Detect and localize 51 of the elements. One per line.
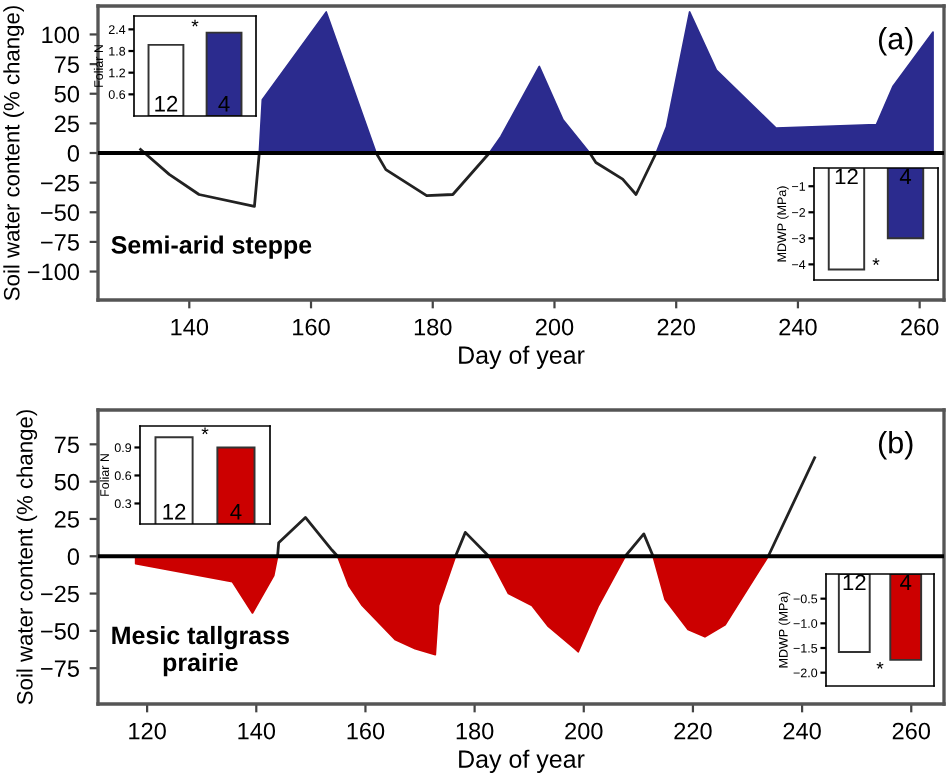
annotation: Mesic tallgrass prairie [112,625,289,677]
y-tick-label: −75 [41,660,79,677]
y-tick-label: −25 [41,174,79,192]
y-tick-label: 25 [54,511,79,528]
y-tick-label: 50 [54,85,80,103]
y-tick-label: 50 [54,473,80,491]
x-tick-label: 200 [565,722,603,740]
x-tick-label: 180 [414,318,452,336]
x-tick-label: 4 [218,96,230,112]
x-tick-label: 200 [535,318,574,336]
x-tick-label: 180 [456,722,494,740]
annotation: * [872,258,880,266]
y-tick-label: −75 [41,234,79,251]
y-tick-label: 25 [54,115,79,133]
y-tick-label: 100 [42,26,80,44]
x-tick-label: 4 [900,574,912,591]
annotation: (a) [878,27,913,56]
annotation: (b) [878,431,913,460]
x-tick-label: 260 [901,318,939,336]
x-tick-label: 4 [899,168,912,185]
x-tick-label: 220 [674,722,712,740]
y-axis-title: Soil water content (% change) [16,410,38,705]
y-axis-title: Soil water content (% change) [3,6,24,301]
x-tick-label: 160 [293,318,330,336]
x-tick-label: 4 [230,504,242,520]
annotation: Semi-arid steppe [111,235,312,259]
x-tick-label: 12 [843,574,866,591]
y-tick-label: 0 [67,548,80,566]
x-tick-label: 12 [163,503,186,520]
annotation: * [876,661,884,669]
x-tick-label: 260 [892,722,931,740]
x-tick-label: 140 [238,722,276,740]
y-tick-label: −100 [27,263,80,281]
x-tick-label: 240 [779,318,817,336]
x-tick-label: 220 [657,318,695,336]
y-tick-label: −50 [41,204,80,222]
x-tick-label: 240 [783,722,821,740]
y-tick-label: 75 [54,56,79,73]
x-tick-label: 120 [129,722,166,740]
x-tick-label: 140 [171,318,209,336]
y-tick-label: −50 [41,622,80,640]
y-tick-label: −25 [41,585,79,603]
annotation: * [201,427,209,435]
y-tick-label: 75 [54,436,79,454]
y-tick-label: 0 [67,145,80,162]
x-tick-label: 12 [155,95,178,112]
x-tick-label: 12 [835,168,858,185]
annotation: * [191,19,199,27]
x-axis-title: Day of year [459,749,585,773]
x-tick-label: 160 [347,722,385,740]
x-axis-title: Day of year [459,345,585,369]
